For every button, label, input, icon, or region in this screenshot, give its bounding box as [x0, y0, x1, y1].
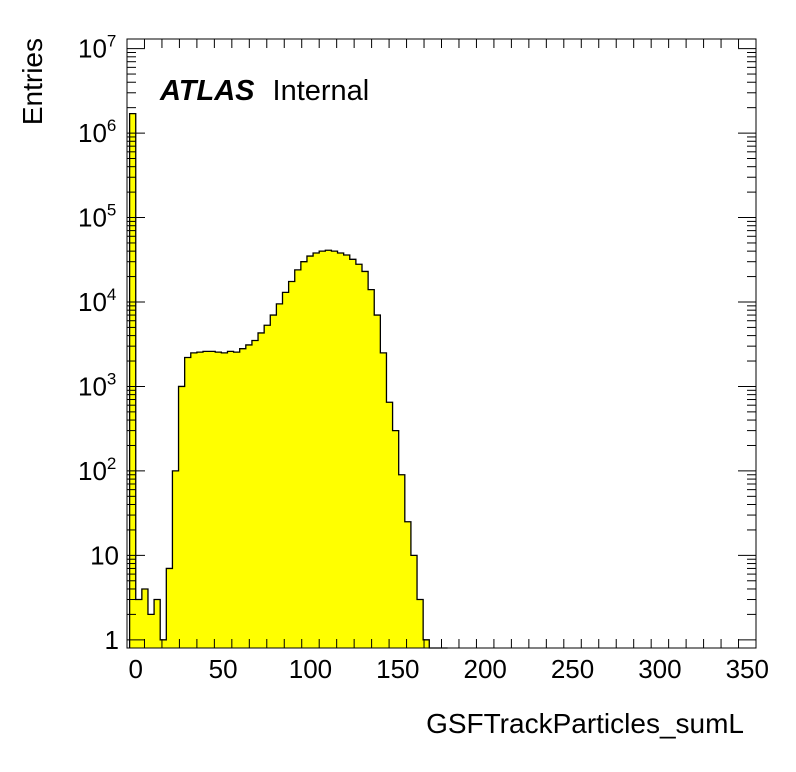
y-tick-label: 105 — [78, 201, 116, 233]
histogram-bar — [166, 568, 173, 648]
histogram-bar — [196, 352, 204, 648]
y-tick-exponent: 7 — [107, 32, 116, 51]
x-tick-label: 150 — [376, 654, 419, 684]
histogram-bar — [245, 344, 253, 648]
x-tick-label: 350 — [726, 654, 769, 684]
histogram-bar — [264, 325, 271, 648]
atlas-label-bold: ATLAS — [159, 75, 255, 107]
histogram-bars — [128, 112, 448, 649]
histogram-bar — [129, 113, 137, 649]
histogram-bar — [392, 430, 400, 648]
histogram-bar — [410, 555, 418, 648]
y-tick-base: 10 — [78, 371, 107, 401]
histogram-bar — [147, 614, 155, 648]
x-tick-label: 50 — [209, 654, 238, 684]
histogram-bar — [172, 470, 179, 648]
histogram-bar — [423, 639, 430, 648]
x-tick-label: 100 — [289, 654, 332, 684]
atlas-label: ATLAS Internal — [159, 75, 369, 107]
atlas-label-normal: Internal — [273, 75, 370, 107]
y-tick-label: 106 — [78, 116, 116, 148]
histogram-bar — [306, 256, 314, 648]
histogram-bar — [233, 352, 241, 648]
histogram-bar — [319, 251, 326, 648]
histogram-bar — [325, 250, 332, 649]
y-tick-exponent: 2 — [107, 454, 116, 473]
y-tick-exponent: 6 — [107, 116, 116, 135]
histogram-bar — [160, 639, 167, 648]
histogram-bar — [282, 292, 290, 648]
histogram-bar — [417, 599, 424, 648]
y-tick-label: 102 — [78, 454, 116, 486]
x-tick-label: 0 — [129, 654, 143, 684]
histogram-bar — [251, 340, 259, 648]
x-tick-label: 300 — [638, 654, 681, 684]
histogram-bar — [313, 253, 320, 648]
histogram-bar — [380, 352, 387, 648]
histogram-bar — [276, 303, 283, 648]
histogram-bar — [227, 351, 234, 648]
histogram-bar — [178, 386, 186, 648]
histogram-bar — [258, 332, 265, 648]
histogram-bar — [386, 402, 393, 648]
y-tick-label: 103 — [78, 369, 116, 401]
histogram-bar — [215, 352, 222, 648]
histogram-bar — [300, 261, 308, 648]
histogram-bar — [355, 264, 363, 648]
histogram-bar — [294, 269, 302, 648]
histogram-bar — [154, 599, 161, 648]
x-tick-labels: 0 50 100 150 200 250 300 350 — [129, 654, 769, 684]
x-tick-label: 250 — [551, 654, 594, 684]
y-tick-base: 10 — [78, 34, 107, 64]
histogram-bar — [209, 351, 216, 648]
histogram-bar — [135, 599, 143, 648]
y-tick-exponent: 5 — [107, 201, 116, 220]
y-tick-base: 10 — [78, 287, 107, 317]
axis-ticks — [126, 39, 757, 648]
y-tick-exponent: 3 — [107, 369, 116, 388]
histogram-bar — [398, 474, 406, 648]
histogram-bar — [349, 259, 357, 648]
y-tick-base: 10 — [78, 203, 107, 233]
histogram-outline — [128, 112, 448, 649]
histogram-bar — [337, 253, 345, 648]
histogram-bar — [343, 255, 351, 648]
histogram-bar — [331, 251, 338, 648]
histogram-bar — [190, 352, 198, 648]
y-tick-base: 10 — [78, 118, 107, 148]
histogram-bar — [203, 351, 210, 648]
y-tick-label: 10 — [90, 540, 119, 570]
y-tick-label: 104 — [78, 285, 116, 317]
histogram-bar — [239, 348, 247, 648]
histogram-bar — [404, 521, 412, 648]
histogram-bar — [368, 289, 375, 648]
x-tick-label: 200 — [463, 654, 506, 684]
y-tick-label: 107 — [78, 32, 116, 64]
histogram-bar — [270, 315, 277, 648]
y-tick-exponent: 4 — [107, 285, 116, 304]
histogram-bar — [288, 281, 296, 648]
x-axis-label: GSFTrackParticles_sumL — [426, 708, 744, 739]
histogram-bar — [184, 357, 192, 648]
y-tick-label: 1 — [105, 625, 119, 655]
y-axis-label: Entries — [17, 38, 48, 125]
histogram-bar — [374, 315, 381, 648]
histogram-bar — [141, 588, 149, 648]
histogram-bar — [221, 352, 228, 648]
histogram-bar — [362, 271, 369, 648]
y-tick-base: 10 — [78, 456, 107, 486]
